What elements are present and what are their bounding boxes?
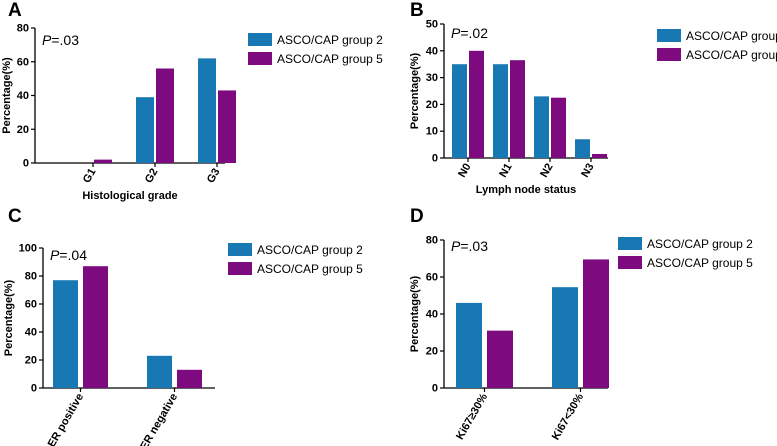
bar-er-negative-series-1 xyxy=(147,355,172,388)
y-tick-label: 80 xyxy=(426,235,438,247)
panel-d: D 0 20 40 60 80 Percentage(%) Ki67≥30% Ki67<30% P… xyxy=(409,206,753,442)
y-axis-label: Percentage(%) xyxy=(409,275,421,352)
y-tick-label: 30 xyxy=(426,72,438,84)
y-tick-label: 80 xyxy=(25,271,37,283)
x-tick-label: N1 xyxy=(497,162,514,180)
x-axis-label: Lymph node status xyxy=(476,184,576,196)
legend-swatch-series-2 xyxy=(657,48,681,61)
bar-g2-series-1 xyxy=(136,97,154,163)
x-tick-label: ER positive xyxy=(46,392,86,446)
legend-swatch-series-1 xyxy=(228,243,252,256)
panel-letter: C xyxy=(8,206,22,227)
panel-c: C 0 20 40 60 80 100 Percentage(%) ER positive ER … xyxy=(3,206,363,446)
bar-n2-series-2 xyxy=(551,97,566,158)
bar-g2-series-2 xyxy=(156,68,174,163)
y-axis-label: Percentage(%) xyxy=(3,279,15,356)
p-value: P=.03 xyxy=(451,238,488,254)
legend-swatch-series-1 xyxy=(618,237,642,250)
y-tick-label: 20 xyxy=(17,124,29,136)
x-tick-label: Ki67<30% xyxy=(550,391,586,442)
x-axis-label: Histological grade xyxy=(82,190,177,202)
bar-n0-series-1 xyxy=(452,64,467,158)
x-tick-label: N2 xyxy=(538,162,555,180)
bar-er-negative-series-2 xyxy=(177,369,202,388)
bar-ki67-30--series-2 xyxy=(583,259,609,388)
p-value: P=.04 xyxy=(50,247,87,263)
legend-label-series-2: ASCO/CAP group 5 xyxy=(257,262,363,276)
p-value: P=.02 xyxy=(451,25,488,41)
panel-a: A 0 20 40 60 80 Percentage(%) G1 G2 G3 Histologica… xyxy=(1,0,383,202)
y-tick-label: 0 xyxy=(432,383,438,395)
bar-g3-series-1 xyxy=(198,58,216,163)
y-tick-label: 20 xyxy=(426,346,438,358)
legend-label-series-1: ASCO/CAP group 2 xyxy=(686,29,777,43)
bar-n0-series-2 xyxy=(469,50,484,158)
y-tick-label: 60 xyxy=(426,272,438,284)
x-tick-label: ER negative xyxy=(138,392,180,446)
bar-n3-series-1 xyxy=(575,139,590,158)
bar-er-positive-series-2 xyxy=(83,266,108,388)
panel-letter: B xyxy=(410,0,424,21)
y-axis-label: Percentage(%) xyxy=(409,52,421,129)
y-tick-label: 60 xyxy=(17,56,29,68)
x-tick-label: G2 xyxy=(143,167,161,186)
legend-swatch-series-1 xyxy=(248,33,272,46)
legend-swatch-series-2 xyxy=(228,262,252,275)
y-tick-label: 40 xyxy=(426,45,438,57)
p-value: P=.03 xyxy=(42,32,79,48)
bar-g3-series-2 xyxy=(218,90,236,163)
x-tick-label: N3 xyxy=(579,162,596,180)
y-tick-label: 0 xyxy=(23,158,29,170)
y-tick-label: 60 xyxy=(25,299,37,311)
y-tick-label: 0 xyxy=(432,153,438,165)
y-tick-label: 20 xyxy=(25,355,37,367)
bar-n3-series-2 xyxy=(592,153,607,158)
y-tick-label: 40 xyxy=(25,327,37,339)
bar-n1-series-1 xyxy=(493,64,508,158)
y-tick-label: 40 xyxy=(17,90,29,102)
panel-letter: A xyxy=(8,0,22,21)
y-tick-label: 10 xyxy=(426,126,438,138)
legend-label-series-1: ASCO/CAP group 2 xyxy=(257,243,363,257)
x-tick-label: G1 xyxy=(81,167,99,186)
bar-er-positive-series-1 xyxy=(53,280,78,388)
y-tick-label: 100 xyxy=(19,243,37,255)
y-tick-label: 0 xyxy=(31,383,37,395)
bar-n2-series-1 xyxy=(534,96,549,158)
bar-g1-series-2 xyxy=(94,159,112,163)
y-tick-label: 40 xyxy=(426,309,438,321)
legend-label-series-1: ASCO/CAP group 2 xyxy=(647,237,753,251)
legend-label-series-2: ASCO/CAP group 5 xyxy=(277,52,383,66)
y-tick-label: 50 xyxy=(426,19,438,31)
x-tick-label: N0 xyxy=(456,162,473,180)
x-tick-label: G3 xyxy=(205,167,223,186)
y-axis-label: Percentage(%) xyxy=(1,57,13,134)
y-tick-label: 20 xyxy=(426,99,438,111)
bar-ki67-30--series-1 xyxy=(552,287,578,388)
legend-swatch-series-1 xyxy=(657,29,681,42)
bar-ki67-30--series-1 xyxy=(456,302,482,388)
panel-letter: D xyxy=(410,206,424,227)
legend-label-series-1: ASCO/CAP group 2 xyxy=(277,33,383,47)
legend-swatch-series-2 xyxy=(248,52,272,65)
bar-n1-series-2 xyxy=(510,60,525,158)
legend-swatch-series-2 xyxy=(618,256,642,269)
y-tick-label: 80 xyxy=(17,23,29,35)
bar-ki67-30--series-2 xyxy=(487,330,513,388)
legend-label-series-2: ASCO/CAP group 5 xyxy=(686,48,777,62)
legend-label-series-2: ASCO/CAP group 5 xyxy=(647,256,753,270)
x-tick-label: Ki67≥30% xyxy=(454,391,490,442)
